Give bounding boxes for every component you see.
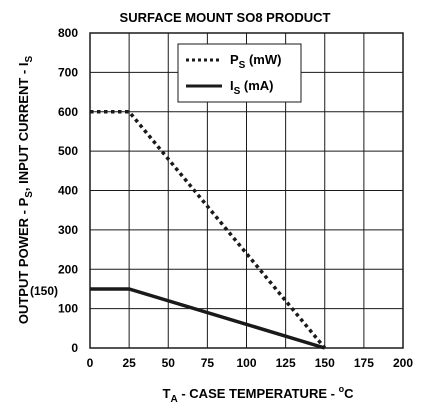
y-tick-label: 300 <box>58 223 78 237</box>
legend-label-ps: PS (mW) <box>230 52 281 71</box>
y-axis-label: OUTPUT POWER - PS, INPUT CURRENT - IS <box>16 56 35 325</box>
legend-box <box>177 43 302 103</box>
y-tick-label: 700 <box>58 65 78 79</box>
x-tick-label: 100 <box>236 356 256 370</box>
tick-labels: 0 25 50 75 100 125 150 175 200 0 100 200 300 400 500 60… <box>58 26 413 370</box>
x-tick-label: 25 <box>122 356 136 370</box>
legend-label-is: IS (mA) <box>230 78 274 97</box>
series-layer <box>89 110 327 350</box>
x-tick-label: 125 <box>276 356 296 370</box>
chart-title: SURFACE MOUNT SO8 PRODUCT <box>120 10 331 25</box>
x-tick-label: 50 <box>162 356 176 370</box>
y-annotation: (150) <box>30 284 58 298</box>
x-tick-label: 175 <box>354 356 374 370</box>
x-tick-label: 150 <box>315 356 335 370</box>
legend: PS (mW) IS (mA) <box>177 43 302 103</box>
x-tick-label: 75 <box>201 356 215 370</box>
x-tick-label: 200 <box>393 356 413 370</box>
y-tick-label: 0 <box>71 341 78 355</box>
y-tick-label: 100 <box>58 302 78 316</box>
plot-frame <box>89 32 404 349</box>
y-tick-label: 600 <box>58 105 78 119</box>
x-tick-label: 0 <box>87 356 94 370</box>
y-tick-label: 800 <box>58 26 78 40</box>
x-axis-label: TA - CASE TEMPERATURE - oC <box>163 384 355 405</box>
y-tick-label: 200 <box>58 262 78 276</box>
y-tick-label: 500 <box>58 144 78 158</box>
y-tick-label: 400 <box>58 184 78 198</box>
